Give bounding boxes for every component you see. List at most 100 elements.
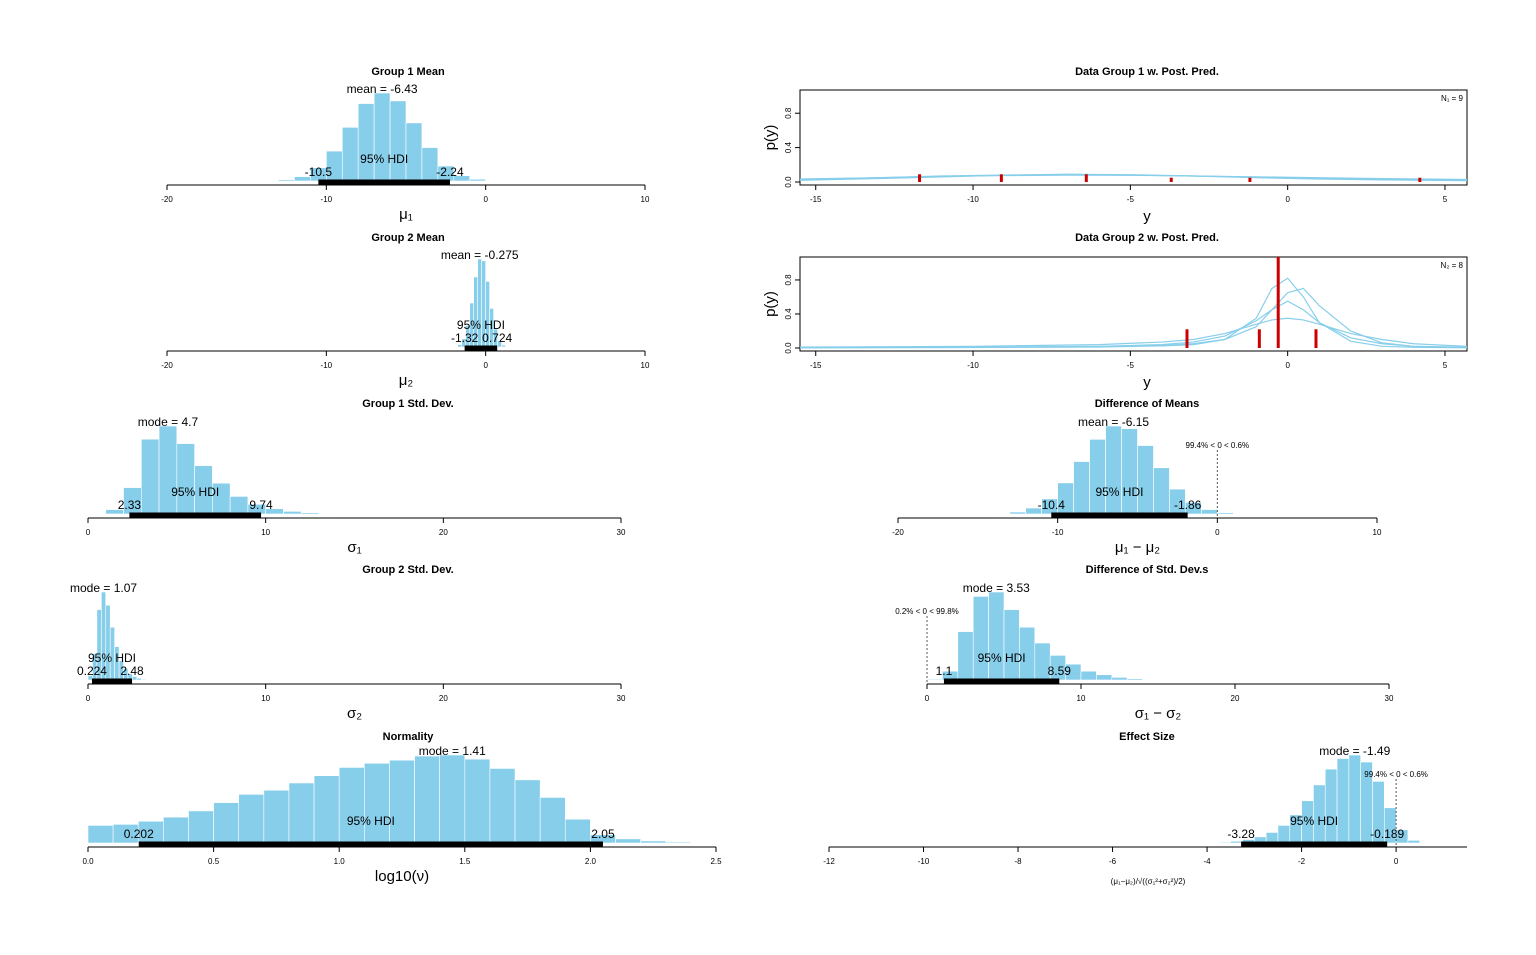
histogram-bar [373,92,391,182]
hdi-high-label: 8.59 [1048,664,1072,678]
hdi-label: 95% HDI [347,814,395,828]
x-tick-label: 0 [1394,857,1399,866]
center-label: mode = 1.07 [70,581,137,595]
hdi-low-label: 1.1 [936,664,953,678]
histogram-bar [341,127,359,182]
histogram-bar [501,344,506,348]
x-axis-label: (μ₁−μ₂)/√((σ₁²+σ₂²)/2) [1111,877,1186,886]
histogram-bar [1277,825,1291,844]
chart-title: Difference of Means [1095,398,1200,410]
histogram-bar [213,802,240,844]
chart-title: Group 1 Std. Dev. [362,398,453,410]
comparison-label: 0.2% < 0 < 99.8% [895,607,959,616]
histogram-bar [1121,428,1138,515]
histogram-bar [1324,768,1338,844]
histogram-bar [1105,425,1122,515]
x-tick-label: 0 [483,361,488,370]
hdi-low-label: -10.5 [305,165,333,179]
x-tick-label: -20 [161,361,173,370]
x-tick-label: -2 [1298,857,1306,866]
predictive-curve [799,317,1468,348]
histogram-bar [453,175,471,182]
x-tick-label: 30 [617,694,626,703]
x-tick-label: 0 [1215,528,1220,537]
x-tick-label: 10 [641,195,650,204]
histogram-bar [564,818,591,844]
x-tick-label: -12 [823,857,835,866]
hdi-high-label: -1.86 [1174,498,1202,512]
y-tick-label: 0.0 [784,176,793,188]
histogram-bar [1009,511,1027,515]
histogram-bar [238,794,265,844]
hdi-high-label: -2.24 [436,165,464,179]
histogram-bar [188,810,214,844]
histogram-bar [414,755,440,844]
histogram-bar [87,825,114,844]
histogram-bar [389,759,415,844]
histogram-bar [1201,509,1218,515]
hdi-low-label: -10.4 [1038,498,1066,512]
x-tick-label: 2.0 [585,857,597,866]
histogram-bar [453,346,459,348]
histogram-bar [1096,674,1113,681]
hdi-low-label: 0.202 [124,827,154,841]
x-tick-label: 0 [86,528,91,537]
histogram-bar [357,103,375,182]
hdi-high-label: 9.74 [249,498,273,512]
center-label: mean = -6.15 [1078,415,1149,429]
plot-frame [799,256,1468,352]
histogram-bar [163,816,189,844]
x-axis-label: σ₂ [347,705,362,722]
histogram-bar [1073,461,1090,515]
histogram-bar [1126,678,1143,681]
x-tick-label: 0 [483,195,488,204]
histogram-bar [229,496,249,515]
x-axis-label: μ₁ [399,206,413,223]
histogram-bar [1407,840,1421,844]
hdi-high-label: 0.724 [482,331,512,345]
histogram-bar [957,631,974,681]
center-label: mean = -6.43 [347,82,418,96]
histogram-bar [497,340,502,348]
histogram-bar [1217,512,1234,515]
predictive-curve [799,300,1468,349]
x-tick-label: -15 [810,195,822,204]
histogram-bar [1142,679,1159,681]
y-axis-label: p(y) [762,291,779,317]
histogram-bar [615,838,641,844]
x-tick-label: 1.5 [459,857,471,866]
predictive-curve [799,174,1468,181]
hdi-label: 95% HDI [171,485,219,499]
x-axis-label: σ₁ [347,539,361,556]
histogram-bar [145,679,151,681]
histogram-bar [1080,670,1097,681]
center-label: mode = -1.49 [1319,744,1390,758]
histogram-bar [1111,677,1128,681]
x-tick-label: 5 [1443,361,1448,370]
histogram-bar [1230,840,1243,844]
histogram-bar [1383,807,1397,844]
center-label: mode = 4.7 [138,415,199,429]
histogram-bar [439,754,466,844]
histogram-bar [1089,439,1106,515]
sample-size-label: N₁ = 9 [1441,94,1464,103]
histogram-bar [278,179,295,182]
y-tick-label: 0.4 [784,308,793,320]
comparison-label: 99.4% < 0 < 0.6% [1364,770,1428,779]
histogram-bar [141,438,160,515]
histogram-bar [158,425,178,515]
histogram-bar [1218,841,1232,844]
x-tick-label: -10 [918,857,930,866]
histogram-bar [176,443,195,515]
histogram-bar [993,513,1011,515]
y-tick-label: 0.0 [784,342,793,354]
hdi-high-label: 2.48 [120,664,144,678]
chart-title: Data Group 2 w. Post. Pred. [1075,232,1219,244]
x-tick-label: 2.5 [710,857,722,866]
histogram-bar [263,789,290,844]
x-axis-label: y [1143,374,1151,391]
sample-size-label: N₂ = 8 [1441,261,1464,270]
histogram-bar [1003,609,1020,681]
histogram-bar [489,768,516,844]
x-tick-label: -10 [967,361,979,370]
